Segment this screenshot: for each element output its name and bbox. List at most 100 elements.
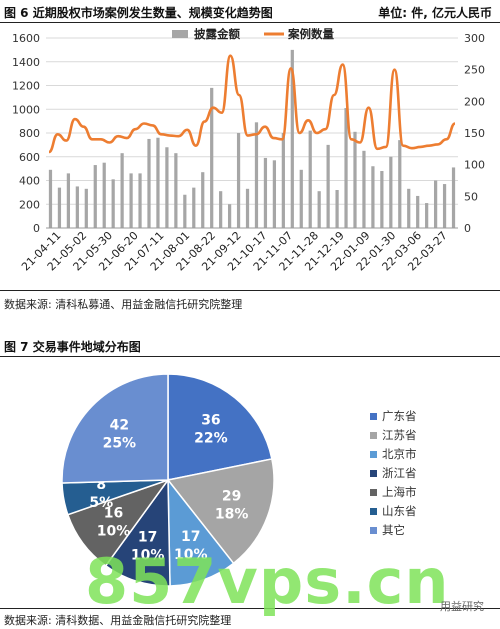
legend-label-count: 案例数量 [287, 27, 334, 41]
left-tick-label: 1600 [12, 32, 40, 45]
figure6-title: 图 6 近期股权市场案例发生数量、规模变化趋势图 [4, 6, 273, 20]
right-tick-label: 200 [464, 95, 485, 108]
bar [425, 203, 429, 228]
legend-label: 北京市 [382, 447, 417, 461]
figure6-bottom-rule [0, 290, 500, 291]
bar [451, 167, 456, 228]
pie-value-label: 42 [110, 418, 129, 434]
watermark-text: 857vps.cn [85, 545, 450, 618]
bar [290, 49, 294, 228]
bar [380, 171, 384, 228]
bar [93, 165, 97, 228]
bar [344, 108, 348, 228]
bar [326, 144, 330, 228]
bar [111, 179, 115, 228]
pie-value-label: 29 [222, 488, 241, 504]
bar [138, 173, 142, 228]
legend-swatch-amount [172, 30, 188, 38]
legend-label: 上海市 [382, 485, 417, 499]
bar [254, 122, 259, 228]
pie-slice [167, 373, 273, 481]
legend-swatch [370, 489, 377, 496]
pie-percent-label: 10% [97, 523, 131, 539]
legend-swatch [370, 508, 377, 515]
bar [299, 169, 303, 228]
bar [156, 137, 160, 228]
bar [129, 173, 133, 228]
bar [75, 186, 79, 228]
bar [335, 190, 339, 228]
left-tick-label: 0 [33, 222, 40, 235]
figure6-combo-chart: 0 200 400 600 800 1000 1200 1400 1600 0 50 100 150 20… [12, 27, 485, 273]
right-tick-label: 250 [464, 64, 485, 77]
figure7-title: 图 7 交易事件地域分布图 [4, 340, 141, 354]
pie-percent-label: 5% [89, 495, 113, 511]
bar [147, 138, 151, 228]
bar [433, 180, 438, 228]
pie-percent-label: 18% [215, 506, 249, 522]
pie-percent-label: 10% [131, 548, 165, 564]
legend-label: 广东省 [382, 409, 417, 423]
right-tick-label: 100 [464, 159, 485, 172]
left-tick-label: 800 [19, 127, 40, 140]
bar [165, 147, 169, 228]
figure7-pie-chart: 36 22% 29 18% 17 10% 17 10% 16 10% 8 5% 42 25% 广东省江苏省北… [61, 373, 417, 587]
pie-value-label: 36 [201, 412, 220, 428]
right-tick-label: 0 [464, 222, 471, 235]
pie-percent-label: 10% [174, 547, 208, 563]
bar [317, 191, 321, 228]
left-tick-label: 200 [19, 198, 40, 211]
bar [219, 191, 223, 228]
figure7-bottom-rule [0, 608, 500, 609]
bar [236, 133, 241, 228]
bar [48, 169, 53, 228]
bar [57, 187, 62, 228]
left-tick-label: 1000 [12, 103, 40, 116]
bar [362, 150, 366, 228]
bar [407, 188, 411, 228]
right-tick-label: 150 [464, 127, 485, 140]
legend-label: 山东省 [382, 504, 417, 518]
legend-label: 其它 [382, 523, 405, 537]
pie-percent-label: 25% [103, 436, 137, 452]
pie-value-label: 17 [181, 529, 200, 545]
bar [263, 157, 268, 228]
bar [272, 160, 277, 228]
pie-value-label: 8 [96, 477, 106, 493]
bar [245, 188, 250, 228]
bar [120, 153, 124, 228]
bar [84, 188, 88, 228]
wechat-tag: 用益研究 [440, 600, 484, 613]
pie-value-label: 17 [138, 530, 157, 546]
pie-slice [166, 458, 275, 565]
bar [102, 162, 106, 228]
legend-swatch [370, 527, 377, 534]
bar [281, 133, 285, 228]
left-tick-label: 1400 [12, 56, 40, 69]
bar [308, 130, 312, 228]
bar [389, 156, 393, 228]
figure6-unit: 单位: 件, 亿元人民币 [378, 6, 492, 20]
figure6-top-rule [0, 22, 500, 23]
bar [183, 194, 187, 228]
bar [201, 172, 205, 228]
pie-slice [61, 373, 169, 484]
bar [210, 87, 214, 228]
legend-label: 江苏省 [382, 428, 417, 442]
legend-label: 浙江省 [382, 466, 417, 480]
bar [442, 184, 447, 228]
legend-label-amount: 披露金额 [194, 27, 240, 41]
bar [66, 173, 71, 228]
bar [416, 195, 420, 228]
left-tick-label: 400 [19, 175, 40, 188]
figure7-source: 数据来源: 清科数据、用益金融信托研究院整理 [4, 614, 232, 627]
bar [192, 187, 196, 228]
pie-percent-label: 22% [194, 430, 228, 446]
bar [227, 204, 232, 228]
legend-swatch [370, 451, 377, 458]
left-tick-label: 600 [19, 151, 40, 164]
bar [371, 166, 375, 228]
right-tick-label: 50 [464, 190, 478, 203]
left-tick-label: 1200 [12, 80, 40, 93]
pie-value-label: 16 [104, 505, 123, 521]
